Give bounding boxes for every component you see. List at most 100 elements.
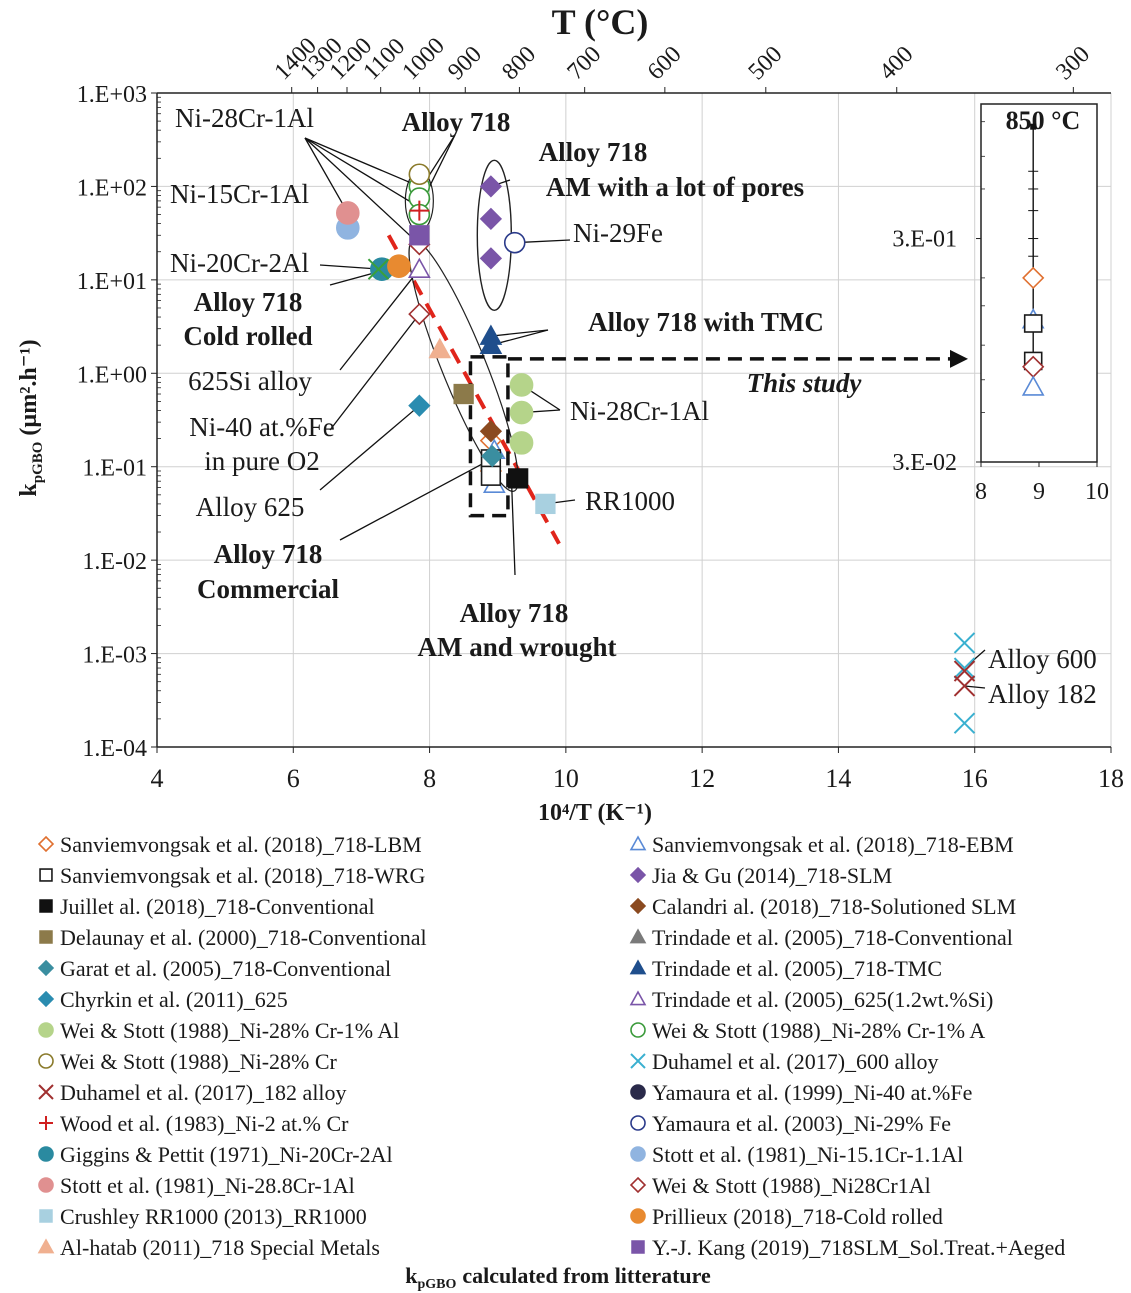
- point-circle-wei-stott-1988-ni-28-cr-1-al: [509, 373, 534, 397]
- legend-marker-square: [39, 899, 53, 913]
- inset-x-tick-label: 10: [1085, 479, 1109, 505]
- legend-item: Wei & Stott (1988)_Ni-28% Cr-1% Al: [38, 1018, 399, 1043]
- legend-caption: kpGBO calculated from litterature: [405, 1263, 711, 1292]
- point-x-duhamel-et-al-2017-182-alloy: [953, 660, 976, 682]
- x-tick-label: 4: [151, 764, 164, 793]
- annotation-label: in pure O2: [204, 446, 319, 476]
- legend-marker-diamond: [629, 897, 647, 915]
- point-diamond-open-wei-stott-1988-ni28cr1al: [408, 302, 431, 326]
- annotation-label: Alloy 718: [460, 598, 569, 628]
- legend-label: Stott et al. (1981)_Ni-15.1Cr-1.1Al: [652, 1142, 963, 1167]
- legend-item: Wei & Stott (1988)_Ni-28% Cr: [38, 1049, 338, 1074]
- legend-marker-x: [630, 1053, 646, 1069]
- annotation-leaders: [304, 134, 986, 689]
- legend-item: Prillieux (2018)_718-Cold rolled: [630, 1204, 943, 1229]
- top-tick-label: 800: [497, 41, 541, 85]
- point-diamond-jia-gu-2014-718-slm: [479, 175, 503, 198]
- legend-item: Trindade et al. (2005)_625(1.2wt.%Si): [629, 987, 993, 1012]
- inset-title: 850 °C: [1006, 106, 1081, 135]
- point-circle-wei-stott-1988-ni-28-cr-1-al: [509, 400, 534, 425]
- legend-marker-square: [631, 1240, 645, 1254]
- point-diamond-jia-gu-2014-718-slm: [479, 207, 503, 230]
- point-triangle-trindade-et-al-2005-718-tmc: [479, 333, 503, 354]
- point-diamond-garat-et-al-2005-718-conventional: [481, 444, 504, 468]
- svg-text:kpGBO (µm².h⁻¹): kpGBO (µm².h⁻¹): [16, 339, 46, 496]
- top-tick-label: 300: [1051, 41, 1095, 85]
- annotation-label: Ni-40 at.%Fe: [189, 412, 334, 442]
- legend-item: Wei & Stott (1988)_Ni28Cr1Al: [629, 1173, 931, 1198]
- annotation-leader: [304, 137, 420, 208]
- legend-label: Sanviemvongsak et al. (2018)_718-LBM: [60, 832, 422, 857]
- point-x-duhamel-et-al-2017-182-alloy: [953, 675, 976, 697]
- x-tick-label: 10: [553, 764, 579, 793]
- legend-label: Wei & Stott (1988)_Ni-28% Cr: [60, 1049, 338, 1074]
- top-tick-label: 900: [443, 41, 487, 85]
- top-tick-label: 400: [875, 41, 919, 85]
- axes: 4 6 8 10 12 14 16 18 1.E-04 1.E-03 1.E-02 1.E-01 1.E…: [77, 33, 1124, 793]
- legend-label: Chyrkin et al. (2011)_625: [60, 987, 288, 1012]
- x-tick-label: 12: [689, 764, 715, 793]
- point-square-delaunay-et-al-2000-718-conventional: [453, 383, 474, 405]
- point-circle-open-wei-stott-1988-ni-28-cr: [408, 163, 431, 186]
- legend-label: Trindade et al. (2005)_718-Conventional: [652, 925, 1013, 950]
- top-tick-label: 500: [744, 41, 788, 85]
- legend-item: Juillet al. (2018)_718-Conventional: [39, 894, 375, 919]
- this-study-arrowhead: [950, 349, 968, 368]
- inset-chart: 850 °C 8 9 10 3.E-01 3.E-02: [892, 103, 1109, 505]
- legend-marker-circle-open: [630, 1022, 646, 1038]
- y-tick-label: 1.E+02: [77, 175, 147, 201]
- grid: [156, 92, 1112, 748]
- legend-item: Yamaura et al. (1999)_Ni-40 at.%Fe: [630, 1080, 972, 1105]
- legend-label: Wei & Stott (1988)_Ni-28% Cr-1% Al: [60, 1018, 399, 1043]
- annotation-label: Cold rolled: [183, 321, 312, 351]
- legend-label: Crushley RR1000 (2013)_RR1000: [60, 1204, 367, 1229]
- annotation-leader: [490, 329, 549, 337]
- inset-point-triangle-open: [1021, 375, 1045, 396]
- legend-label: Wei & Stott (1988)_Ni-28% Cr-1% A: [652, 1018, 985, 1043]
- legend-marker-square: [39, 930, 53, 944]
- point-x-duhamel-et-al-2017-600-alloy: [953, 657, 976, 679]
- annotation-label: Ni-28Cr-1Al: [570, 396, 709, 426]
- legend-item: Sanviemvongsak et al. (2018)_718-WRG: [39, 863, 425, 888]
- point-x-duhamel-et-al-2017-600-alloy: [953, 712, 976, 734]
- legend-marker-diamond-open: [629, 1176, 647, 1194]
- annotation-label: Alloy 718: [402, 107, 511, 137]
- annotation-label: 625Si alloy: [188, 366, 312, 396]
- legend-marker-circle: [38, 1022, 54, 1038]
- point-square-juillet-al-2018-718-conventional: [508, 468, 529, 489]
- legend-marker-diamond-open: [37, 835, 55, 853]
- legend-label: Garat et al. (2005)_718-Conventional: [60, 956, 391, 981]
- legend-marker-circle: [38, 1177, 54, 1193]
- annotation-label: Alloy 600: [988, 644, 1097, 674]
- legend-item: Sanviemvongsak et al. (2018)_718-LBM: [37, 832, 422, 857]
- annotation-leader: [304, 137, 420, 245]
- legend-label: Giggins & Pettit (1971)_Ni-20Cr-2Al: [60, 1142, 393, 1167]
- legend-marker-circle: [630, 1084, 646, 1100]
- legend-item: Yamaura et al. (2003)_Ni-29% Fe: [630, 1111, 951, 1136]
- legend-label: Duhamel et al. (2017)_182 alloy: [60, 1080, 347, 1105]
- legend-label: Sanviemvongsak et al. (2018)_718-EBM: [652, 832, 1014, 857]
- inset-y-tick-label: 3.E-01: [892, 227, 957, 253]
- legend-label: Jia & Gu (2014)_718-SLM: [652, 863, 892, 888]
- legend-marker-square: [39, 1209, 53, 1223]
- point-square-open-sanviemvongsak-et-al-2018-718-wrg: [480, 465, 502, 486]
- annotation-leader: [304, 137, 420, 188]
- annotation-label: Commercial: [197, 574, 339, 604]
- annotation-label: Ni-15Cr-1Al: [170, 179, 309, 209]
- legend-marker-diamond: [37, 990, 55, 1008]
- legend-label: Trindade et al. (2005)_625(1.2wt.%Si): [652, 987, 993, 1012]
- legend-marker-x: [38, 1084, 54, 1100]
- legend-item: Garat et al. (2005)_718-Conventional: [37, 956, 391, 981]
- legend-item: Trindade et al. (2005)_718-Conventional: [629, 925, 1013, 950]
- legend: Sanviemvongsak et al. (2018)_718-LBM Sanv…: [37, 832, 1065, 1260]
- annotation-leader: [339, 268, 420, 371]
- legend-marker-diamond: [629, 866, 647, 884]
- legend-marker-triangle-open: [629, 835, 647, 851]
- annotation-leader: [510, 475, 516, 576]
- y-tick-label: 1.E-02: [82, 549, 147, 575]
- legend-label: Calandri al. (2018)_718-Solutioned SLM: [652, 894, 1016, 919]
- trend-line: [386, 234, 561, 545]
- legend-label: Prillieux (2018)_718-Cold rolled: [652, 1204, 943, 1229]
- legend-marker-square-open: [39, 868, 53, 882]
- legend-label: Stott et al. (1981)_Ni-28.8Cr-1Al: [60, 1173, 355, 1198]
